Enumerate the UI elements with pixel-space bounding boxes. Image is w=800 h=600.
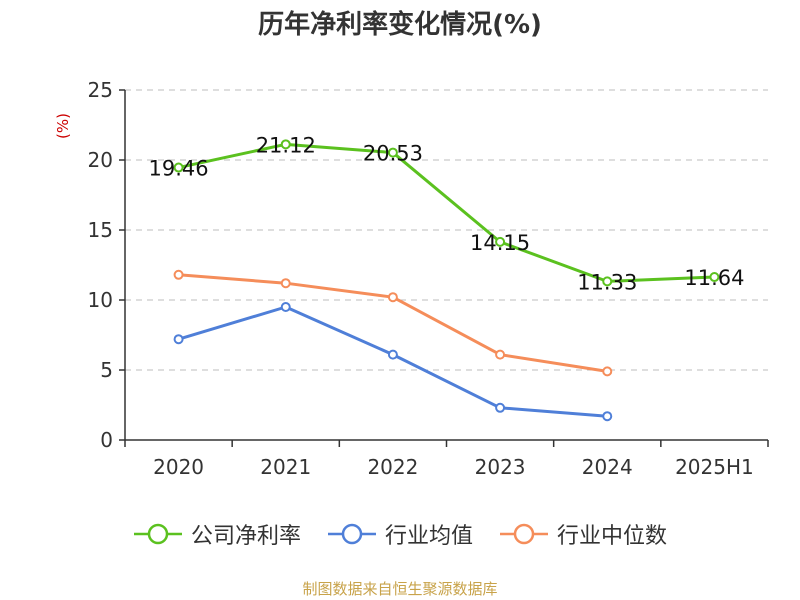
- legend-label: 行业中位数: [557, 524, 668, 549]
- data-point: [602, 411, 613, 422]
- legend-item[interactable]: 公司净利率: [133, 518, 301, 550]
- series-line-0: [178, 142, 715, 283]
- data-label-layer: 19.46 21.12 20.53 14.15 11.33 11.64: [149, 133, 745, 294]
- data-point: [495, 349, 506, 360]
- data-point: [280, 302, 291, 312]
- data-label: 11.33: [577, 270, 637, 294]
- y-tick-label: 15: [88, 218, 113, 242]
- legend-item[interactable]: 行业均值: [327, 518, 473, 550]
- x-tick-label: 2025H1: [675, 455, 754, 479]
- legend-marker-icon: [500, 523, 548, 545]
- data-point: [280, 278, 291, 289]
- x-tick-label: 2020: [153, 455, 204, 479]
- data-point: [602, 366, 613, 377]
- x-tick-label: 2024: [582, 455, 633, 479]
- legend-marker-icon: [327, 523, 376, 545]
- legend-label: 行业均值: [384, 524, 473, 549]
- source-note: 制图数据来自恒生聚源数据库: [302, 580, 498, 598]
- data-point: [495, 402, 506, 413]
- data-point: [387, 292, 398, 303]
- grid-layer: [125, 89, 768, 371]
- legend-item[interactable]: 行业中位数: [499, 518, 667, 550]
- y-tick-label: 0: [100, 428, 113, 452]
- data-label: 11.64: [684, 266, 744, 290]
- series-layer: [173, 139, 720, 422]
- data-point: [173, 162, 184, 173]
- data-point: [387, 147, 398, 158]
- chart-title: 历年净利率变化情况(%): [258, 10, 542, 40]
- data-label: 21.12: [256, 133, 316, 157]
- data-point: [709, 272, 720, 283]
- data-point: [602, 276, 613, 287]
- y-tick-label: 10: [88, 288, 113, 312]
- data-point: [495, 236, 506, 247]
- y-tick-label: 25: [88, 78, 113, 102]
- data-label: 20.53: [363, 142, 423, 166]
- axis-layer: 0 5 10 15 20 25 2020 2021 2022 2023 2024 2025H1: [88, 78, 769, 479]
- x-tick-label: 2021: [260, 455, 311, 479]
- y-tick-label: 20: [88, 148, 113, 172]
- data-label: 14.15: [470, 231, 530, 255]
- y-tick-label: 5: [100, 358, 113, 382]
- data-label: 19.46: [149, 157, 209, 181]
- x-tick-label: 2022: [367, 455, 418, 479]
- legend-label: 公司净利率: [190, 524, 301, 549]
- data-point: [173, 269, 184, 280]
- legend: 公司净利率 行业均值 行业中位数: [0, 518, 800, 550]
- data-point: [173, 334, 184, 345]
- legend-marker-icon: [133, 523, 182, 545]
- x-tick-label: 2023: [475, 455, 526, 479]
- data-point: [280, 139, 291, 150]
- y-axis-label: (%): [54, 113, 72, 139]
- data-point: [387, 349, 398, 360]
